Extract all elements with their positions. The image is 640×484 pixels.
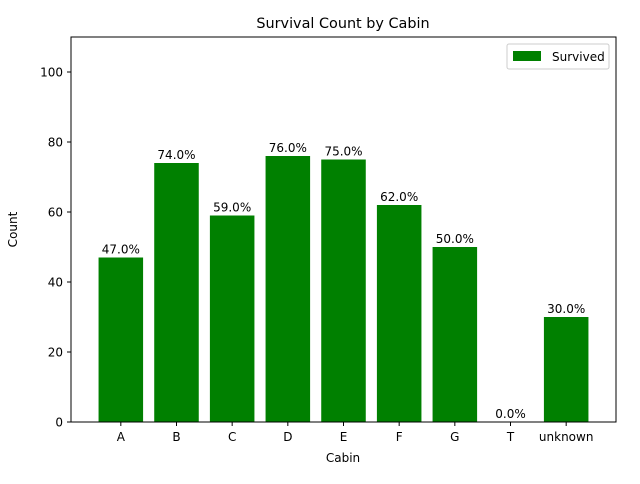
bar-A: [98, 257, 144, 422]
x-tick-label-C: C: [228, 430, 236, 444]
data-label-G: 50.0%: [436, 232, 474, 246]
legend-swatch: [513, 51, 541, 61]
bar-unknown: [543, 317, 589, 422]
y-tick-label-100: 100: [40, 66, 63, 80]
plot-frame: [70, 36, 617, 423]
x-axis-label: Cabin: [326, 451, 360, 465]
x-tick-label-E: E: [340, 430, 348, 444]
chart-title: Survival Count by Cabin: [256, 16, 429, 32]
x-tick-label-F: F: [396, 430, 403, 444]
bar-F: [376, 205, 422, 422]
data-label-unknown: 30.0%: [547, 302, 585, 316]
bar-C: [209, 215, 255, 422]
y-tick-label-40: 40: [48, 276, 63, 290]
legend-box: [506, 43, 610, 70]
x-tick-label-A: A: [117, 430, 126, 444]
y-tick-label-60: 60: [48, 206, 63, 220]
y-axis-label: Count: [6, 211, 20, 247]
data-label-F: 62.0%: [380, 190, 418, 204]
bar-G: [432, 247, 478, 422]
y-tick-label-0: 0: [55, 416, 63, 430]
data-label-D: 76.0%: [269, 141, 307, 155]
bar-E: [321, 159, 366, 422]
y-tick-label-80: 80: [48, 136, 63, 150]
legend-label: Survived: [552, 50, 605, 64]
data-label-E: 75.0%: [324, 145, 362, 159]
plot-area: 47.0% A 74.0% B 59.0% C 76.0% D 75.0% E 62.0% F 50.0…: [40, 66, 593, 445]
data-label-C: 59.0%: [213, 201, 251, 215]
legend: Survived: [506, 43, 610, 70]
y-tick-label-20: 20: [48, 346, 63, 360]
x-tick-label-T: T: [506, 430, 515, 444]
x-tick-label-unknown: unknown: [539, 430, 594, 444]
data-label-B: 74.0%: [157, 148, 195, 162]
bar-D: [265, 156, 311, 422]
x-tick-label-D: D: [283, 430, 292, 444]
data-label-A: 47.0%: [102, 243, 140, 257]
x-tick-label-B: B: [172, 430, 180, 444]
bar-B: [154, 163, 199, 422]
data-label-T: 0.0%: [495, 407, 526, 421]
x-tick-label-G: G: [450, 430, 459, 444]
